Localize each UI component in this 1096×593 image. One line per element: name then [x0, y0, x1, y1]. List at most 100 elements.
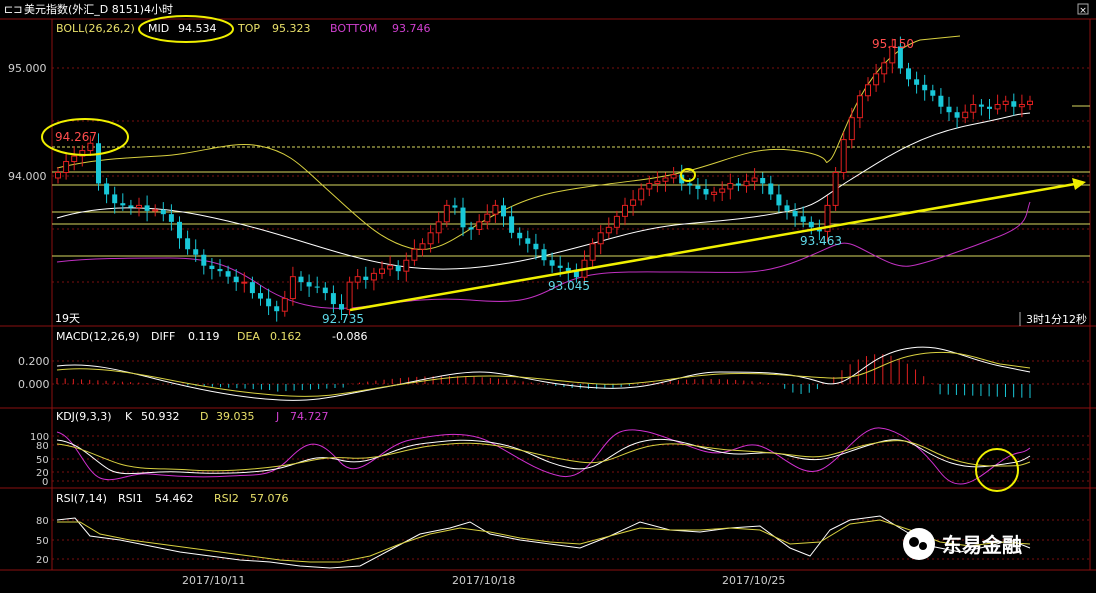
candle-body — [727, 182, 734, 190]
candle-body — [370, 272, 377, 281]
candle-body — [322, 287, 328, 294]
candle-body — [266, 298, 272, 307]
candle-body — [339, 304, 344, 310]
candle-body — [209, 265, 215, 269]
macd-value: -0.086 — [332, 330, 367, 343]
y-tick-95: 95.000 — [8, 62, 47, 75]
rsi1-value: 54.462 — [155, 492, 194, 505]
kdj-d-label: D — [200, 410, 208, 423]
candle-body — [533, 243, 539, 250]
candle-body — [217, 268, 223, 272]
close-glyph: × — [1079, 6, 1087, 16]
countdown-label: 3时1分12秒 — [1026, 312, 1087, 326]
candle-body — [711, 191, 718, 195]
candle-body — [274, 306, 280, 312]
candle-body — [557, 265, 563, 268]
candle-body — [281, 298, 288, 312]
candles-group — [55, 36, 1033, 322]
candle-body — [832, 172, 839, 206]
candle-body — [954, 112, 960, 118]
candle-body — [395, 265, 401, 272]
candle-body — [306, 282, 312, 287]
price-label-low-3: 93.463 — [800, 234, 842, 248]
close-icon[interactable] — [1077, 3, 1089, 15]
kdj-j-label: J — [275, 410, 279, 423]
candle-body — [476, 221, 483, 231]
mid-value: 94.534 — [178, 22, 217, 35]
candle-body — [258, 293, 263, 299]
candle-body — [112, 194, 118, 204]
candle-body — [241, 281, 248, 284]
bottom-value: 93.746 — [392, 22, 431, 35]
top-label: TOP — [237, 22, 260, 35]
price-label-low-1: 92.735 — [322, 312, 364, 326]
candle-body — [233, 276, 239, 283]
highlight-ellipse-left — [41, 118, 129, 156]
candle-body — [468, 227, 474, 230]
x-label-3: 2017/10/25 — [722, 574, 785, 587]
rsi2-value: 57.076 — [250, 492, 289, 505]
candle-body — [71, 155, 78, 163]
candle-body — [411, 248, 418, 261]
candle-body — [289, 276, 296, 300]
candle-body — [743, 180, 750, 187]
candle-body — [824, 204, 831, 232]
macd-tick-0.2: 0.200 — [18, 355, 50, 368]
bottom-label: BOTTOM — [330, 22, 377, 35]
candle-body — [654, 180, 661, 184]
candle-body — [452, 205, 458, 208]
kdj-k-line — [56, 438, 1031, 475]
candle-body — [460, 207, 466, 228]
mid-label: MID — [148, 22, 169, 35]
rsi1-label: RSI1 — [118, 492, 143, 505]
candle-body — [719, 188, 726, 193]
candle-body — [1011, 101, 1017, 107]
macd-name: MACD(12,26,9) — [56, 330, 140, 343]
macd-tick-0: 0.000 — [18, 378, 50, 391]
candle-body — [87, 142, 94, 152]
candle-body — [330, 293, 336, 305]
candle-body — [185, 238, 191, 250]
candle-body — [201, 254, 207, 266]
kdj-tick-0: 0 — [42, 477, 48, 488]
candle-body — [193, 249, 199, 255]
window-menu-icon[interactable]: ⊏⊐ — [4, 3, 22, 16]
highlight-ellipse-top — [680, 168, 696, 182]
x-label-2: 2017/10/18 — [452, 574, 515, 587]
kdj-highlight-circle — [975, 448, 1019, 492]
candle-body — [96, 143, 101, 184]
candle-body — [776, 194, 782, 206]
candle-body — [314, 286, 320, 288]
candle-body — [63, 161, 70, 174]
window-title: 美元指数(外汇_D 8151)4小时 — [24, 2, 173, 16]
macd-dea-value: 0.162 — [270, 330, 302, 343]
candle-body — [120, 203, 126, 206]
candle-body — [914, 79, 920, 85]
candle-body — [930, 90, 936, 96]
candle-body — [379, 268, 385, 274]
candle-body — [168, 214, 174, 222]
candle-body — [298, 276, 304, 283]
candle-body — [662, 177, 669, 182]
candle-body — [55, 172, 61, 179]
candle-body — [144, 205, 150, 211]
candle-body — [509, 216, 515, 233]
candle-body — [630, 199, 637, 206]
candle-body — [541, 249, 547, 261]
candle-body — [517, 232, 523, 239]
candle-body — [225, 271, 231, 277]
candle-body — [622, 204, 628, 217]
candle-body — [152, 209, 159, 212]
kdj-d-value: 39.035 — [216, 410, 255, 423]
candle-body — [1002, 100, 1009, 106]
kdj-tick-80: 80 — [36, 441, 49, 452]
candle-body — [873, 73, 880, 86]
candle-body — [573, 271, 579, 278]
candle-body — [962, 111, 969, 119]
candle-body — [249, 282, 255, 294]
candle-body — [501, 205, 506, 217]
horizontal-levels — [52, 105, 1090, 257]
candle-body — [687, 183, 693, 186]
